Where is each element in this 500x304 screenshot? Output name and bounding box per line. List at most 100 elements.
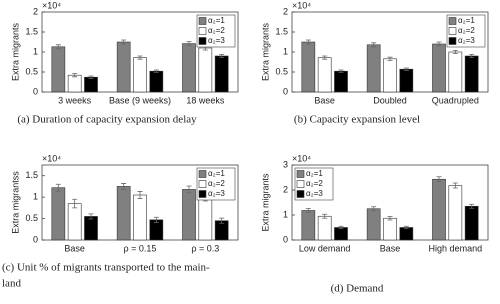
bar: [399, 227, 414, 241]
legend-swatch: [198, 37, 207, 45]
y-tick-label: 1.5: [25, 170, 38, 180]
bar: [383, 217, 397, 241]
bar: [84, 76, 98, 93]
bar: [432, 43, 446, 93]
legend-swatch: [198, 27, 207, 35]
error-bar: [72, 73, 78, 78]
legend-swatch: [198, 170, 207, 178]
bar: [67, 203, 82, 241]
caption: (a) Duration of capacity expansion delay: [17, 114, 197, 126]
legend-label: α₂=2: [208, 179, 225, 188]
legend-swatch: [448, 27, 457, 35]
bar: [182, 189, 196, 241]
error-bar: [88, 75, 94, 79]
y-tick-label: 0.5: [275, 66, 288, 76]
bar: [464, 205, 479, 241]
y-tick-label: 0.5: [25, 66, 38, 76]
y-tick-label: 1: [33, 192, 38, 202]
bar: [116, 186, 131, 241]
y-multiplier: ×10⁴: [42, 153, 61, 163]
error-bar: [186, 185, 192, 194]
error-bar: [338, 69, 344, 73]
legend-swatch: [296, 190, 305, 198]
error-bar: [403, 225, 409, 230]
legend-swatch: [198, 180, 207, 188]
y-tick-label: 0: [283, 86, 288, 96]
error-bar: [72, 198, 78, 209]
error-bar: [322, 213, 328, 219]
y-multiplier: ×10⁴: [292, 0, 311, 10]
legend-label: α₂=1: [306, 169, 323, 178]
y-tick-label: 2: [283, 184, 288, 194]
legend-label: α₂=3: [306, 189, 323, 198]
bar: [334, 227, 348, 241]
bar: [301, 41, 316, 93]
error-bar: [371, 206, 377, 212]
x-tick-label: Low demand: [299, 243, 351, 253]
x-tick-label: ρ = 0.3: [191, 243, 219, 253]
legend-swatch: [296, 170, 305, 178]
legend-swatch: [198, 190, 207, 198]
bar: [149, 70, 164, 93]
caption: (d) Demand: [331, 283, 384, 295]
error-bar: [153, 69, 159, 73]
y-axis-label: Extra migrants: [10, 22, 20, 81]
error-bar: [436, 41, 442, 47]
legend-swatch: [198, 17, 207, 25]
x-tick-label: 18 weeks: [186, 95, 225, 105]
error-bar: [371, 42, 377, 48]
x-tick-label: Doubled: [373, 95, 407, 105]
error-bar: [55, 183, 61, 192]
bar: [214, 55, 229, 93]
y-tick-label: 3: [283, 159, 288, 169]
error-bar: [153, 216, 159, 223]
error-bar: [403, 67, 409, 71]
y-tick-label: 2: [33, 6, 38, 16]
bar: [432, 178, 446, 241]
y-tick-label: 1.5: [275, 26, 288, 36]
legend-label: α₂=1: [208, 169, 225, 178]
bar: [317, 215, 332, 241]
bar: [51, 46, 66, 93]
legend-label: α₂=3: [208, 36, 225, 45]
x-tick-label: Base: [380, 243, 401, 253]
caption: (b) Capacity expansion level: [294, 114, 420, 126]
error-bar: [305, 39, 311, 45]
y-tick-label: 0: [33, 234, 38, 244]
y-tick-label: 0.5: [25, 213, 38, 223]
bar: [448, 51, 463, 93]
x-tick-label: 3 weeks: [58, 95, 92, 105]
y-tick-label: 1: [283, 209, 288, 219]
error-bar: [137, 191, 143, 199]
error-bar: [469, 54, 475, 58]
bar: [67, 74, 82, 93]
bar: [301, 210, 316, 241]
error-bar: [322, 55, 328, 60]
bar: [317, 57, 332, 93]
x-tick-label: ρ = 0.15: [124, 243, 157, 253]
bar: [116, 41, 131, 93]
x-tick-label: Base (9 weeks): [109, 95, 171, 105]
bar: [133, 194, 147, 241]
error-bar: [387, 56, 393, 61]
bar: [464, 55, 479, 93]
error-bar: [121, 39, 127, 45]
y-tick-label: 2: [283, 6, 288, 16]
y-tick-label: 1.5: [25, 26, 38, 36]
y-tick-label: 1: [33, 46, 38, 56]
error-bar: [436, 176, 442, 183]
error-bar: [387, 216, 393, 221]
legend-label: α₂=3: [458, 36, 475, 45]
y-axis-label: Extra migrantss: [10, 171, 20, 234]
bar: [448, 185, 463, 241]
error-bar: [55, 44, 61, 50]
error-bar: [219, 217, 225, 224]
x-tick-label: Base: [64, 243, 85, 253]
caption: land: [2, 278, 21, 290]
bar: [182, 43, 196, 93]
legend-label: α₂=2: [306, 179, 323, 188]
legend-label: α₂=1: [208, 16, 225, 25]
legend-swatch: [448, 17, 457, 25]
y-multiplier: ×10⁴: [42, 0, 61, 10]
